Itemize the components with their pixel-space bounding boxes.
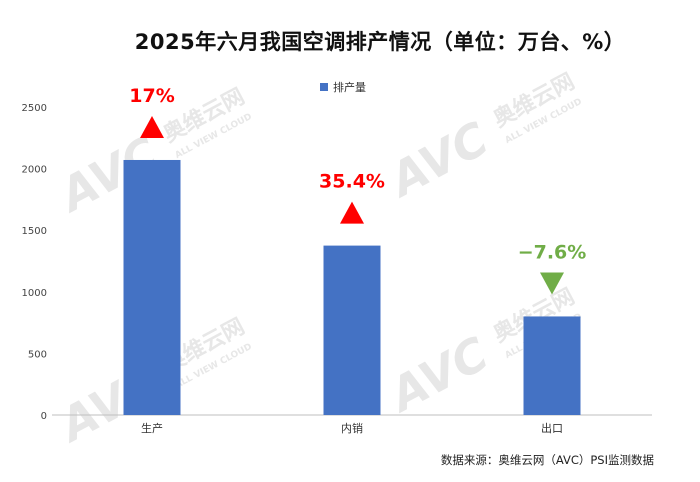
change-label: −7.6% bbox=[518, 241, 587, 263]
legend-label: 排产量 bbox=[333, 81, 366, 94]
y-tick-label: 500 bbox=[28, 349, 47, 360]
y-tick-label: 1500 bbox=[22, 226, 47, 237]
chart-title: 2025年六月我国空调排产情况（单位：万台、%） bbox=[134, 30, 626, 54]
watermark-logo: AVC bbox=[379, 111, 497, 208]
x-tick-label: 生产 bbox=[141, 421, 163, 435]
y-tick-label: 1000 bbox=[22, 288, 47, 299]
y-tick-label: 2000 bbox=[22, 165, 47, 176]
watermark-logo: AVC bbox=[379, 326, 497, 423]
change-label: 35.4% bbox=[319, 171, 385, 193]
legend-swatch bbox=[320, 83, 328, 91]
legend: 排产量 bbox=[320, 79, 366, 95]
y-tick-label: 2500 bbox=[22, 103, 47, 114]
bar bbox=[123, 159, 181, 415]
up-arrow-icon bbox=[340, 201, 364, 224]
change-label: 17% bbox=[129, 85, 174, 107]
up-arrow-icon bbox=[140, 115, 164, 138]
x-tick-label: 出口 bbox=[541, 421, 563, 435]
x-tick-label: 内销 bbox=[341, 421, 363, 435]
source-note: 数据来源：奥维云网（AVC）PSI监测数据 bbox=[440, 453, 654, 467]
bar bbox=[323, 245, 381, 415]
bar bbox=[523, 316, 581, 415]
down-arrow-icon bbox=[540, 272, 564, 295]
y-tick-label: 0 bbox=[41, 411, 47, 422]
